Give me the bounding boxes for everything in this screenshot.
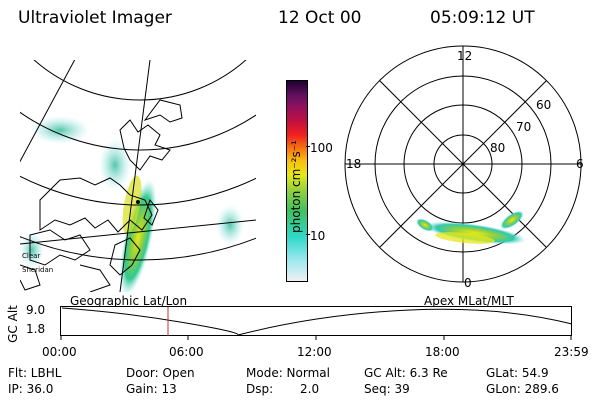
strip-right-title: Apex MLat/MLT	[424, 294, 514, 308]
auroral-arc	[415, 210, 527, 245]
strip-ytick-9: 9.0	[26, 303, 46, 317]
geographic-map: Clear Sheridan	[20, 60, 256, 292]
door-status: Door: Open	[126, 366, 195, 380]
time-label: 05:09:12 UT	[430, 8, 535, 28]
map-place-label: Clear	[22, 252, 40, 260]
dsp-label: Dsp:	[246, 382, 274, 396]
mlt-label-12: 12	[457, 49, 472, 63]
ip-status: IP: 36.0	[8, 382, 54, 396]
coastlines	[20, 99, 183, 292]
strip-ytick-1.8: 1.8	[26, 322, 46, 336]
lat-lon-grid	[20, 60, 256, 292]
gain-status: Gain: 13	[126, 382, 177, 396]
gc-alt-curve	[61, 307, 573, 336]
colorbar-tick-100: 100	[310, 141, 333, 155]
glon-status: GLon: 289.6	[486, 382, 559, 396]
strip-xtick: 06:00	[169, 345, 204, 359]
strip-xtick: 00:00	[42, 345, 77, 359]
colorbar	[286, 80, 308, 282]
date-label: 12 Oct 00	[278, 8, 362, 28]
lat-label-60: 60	[536, 98, 551, 112]
lat-label-70: 70	[516, 120, 531, 134]
glat-status: GLat: 54.9	[486, 366, 549, 380]
mlt-label-0: 0	[464, 276, 472, 290]
gc-alt-status: GC Alt: 6.3 Re	[364, 366, 448, 380]
station-marker	[136, 200, 140, 204]
strip-xtick: 23:59	[554, 345, 589, 359]
colorbar-unit-label: photon cm⁻²s⁻¹	[289, 140, 303, 233]
strip-ylabel: GC Alt	[5, 305, 20, 343]
strip-xtick: 12:00	[297, 345, 332, 359]
map-place-label: Sheridan	[22, 266, 53, 274]
strip-left-title: Geographic Lat/Lon	[70, 294, 188, 308]
mode-status: Mode: Normal	[246, 366, 330, 380]
polar-mlt-plot: 12 18 6 0 60 70 80	[344, 45, 584, 290]
lat-label-80: 80	[490, 141, 505, 155]
aurora-patch	[99, 139, 131, 191]
strip-frame	[60, 306, 572, 336]
mlt-label-6: 6	[576, 157, 584, 171]
mlt-label-18: 18	[346, 157, 361, 171]
seq-status: Seq: 39	[364, 382, 410, 396]
colorbar-tick-10: 10	[310, 229, 326, 243]
header: Ultraviolet Imager 12 Oct 00 05:09:12 UT	[0, 4, 600, 30]
aurora-patch	[30, 116, 90, 144]
strip-xtick: 18:00	[425, 345, 460, 359]
gc-alt-strip	[60, 306, 573, 340]
filter-status: Flt: LBHL	[8, 366, 62, 380]
instrument-title: Ultraviolet Imager	[18, 8, 172, 28]
dsp-value: 2.0	[300, 382, 320, 396]
